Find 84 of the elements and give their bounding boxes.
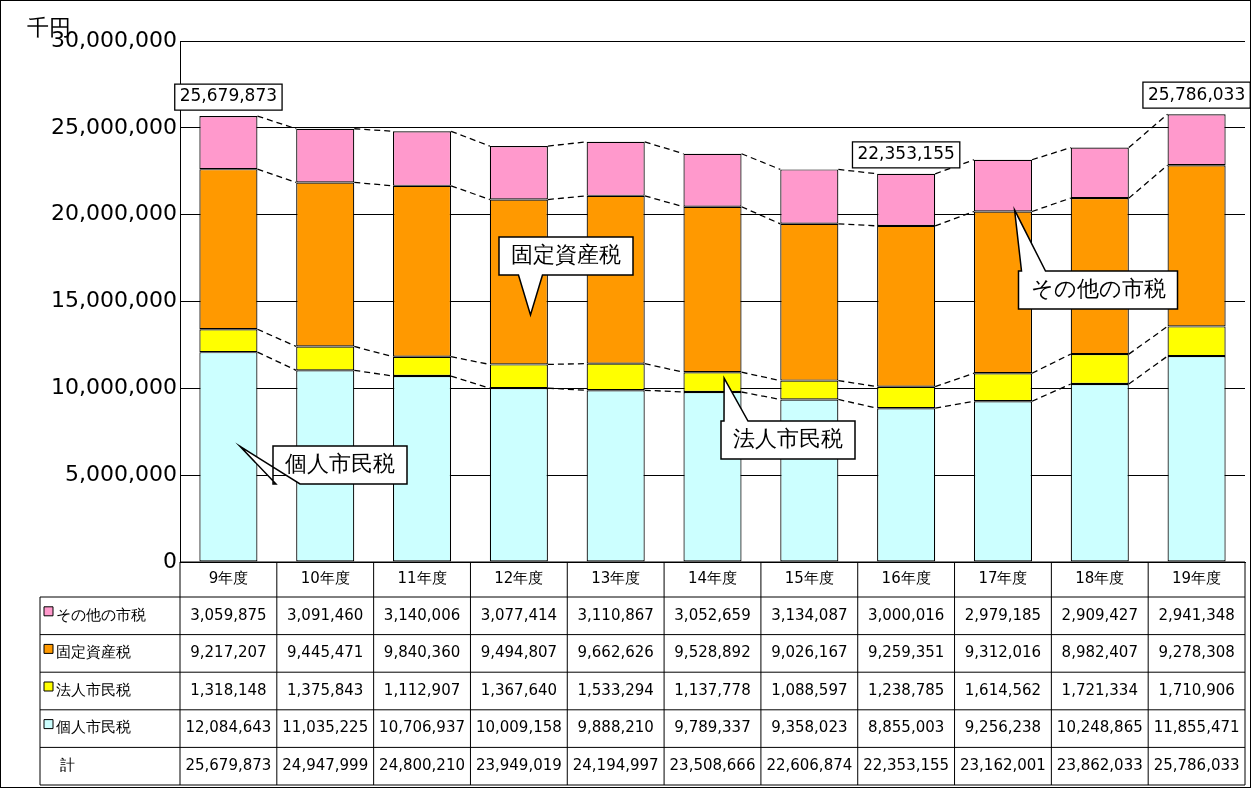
- y-tick-label: 10,000,000: [51, 374, 177, 400]
- data-label: 3,134,087: [771, 605, 848, 624]
- x-tick-label: 9年度: [208, 569, 249, 588]
- data-label: 9,358,023: [771, 718, 848, 737]
- data-label: 1,088,597: [771, 680, 848, 699]
- data-label: 1,367,640: [480, 680, 558, 699]
- data-label: 9,888,210: [577, 718, 654, 737]
- data-label: 1,721,334: [1061, 680, 1138, 699]
- x-tick-label: 18年度: [1075, 569, 1125, 588]
- legend-label: その他の市税: [56, 605, 146, 624]
- data-label: 9,026,167: [771, 643, 848, 662]
- data-label: 11,035,225: [282, 718, 369, 737]
- data-label: 2,979,185: [964, 605, 1042, 624]
- text: 23,508,666: [669, 756, 756, 775]
- legend-label: 個人市民税: [56, 718, 131, 737]
- data-label: 1,318,148: [190, 680, 267, 699]
- y-tick-label: 5,000,000: [65, 460, 177, 486]
- data-label: 3,110,867: [577, 605, 654, 624]
- y-tick-label: 25,000,000: [51, 113, 177, 139]
- data-label: 1,375,843: [287, 680, 364, 699]
- data-label: 9,662,626: [577, 643, 654, 662]
- data-label: 2,941,348: [1158, 605, 1235, 624]
- data-label: 11,855,471: [1153, 718, 1240, 737]
- data-label: 12,084,643: [185, 718, 272, 737]
- data-label: 8,982,407: [1061, 643, 1138, 662]
- text: 個人市民税: [285, 450, 395, 476]
- x-tick-label: 14年度: [687, 569, 738, 588]
- data-label: 9,259,351: [867, 643, 945, 662]
- annotation: 25,786,033: [1147, 83, 1246, 104]
- y-tick-label: 0: [163, 547, 177, 573]
- data-label: 10,248,865: [1056, 718, 1143, 737]
- annotation: 22,353,155: [857, 143, 955, 164]
- text: 25,679,873: [185, 756, 272, 775]
- x-tick-label: 15年度: [784, 569, 834, 588]
- x-tick-label: 17年度: [978, 569, 1028, 588]
- data-label: 3,052,659: [674, 605, 751, 624]
- data-label: 1,238,785: [867, 680, 945, 699]
- text: 固定資産税: [511, 241, 621, 267]
- text: 22,353,155: [863, 756, 950, 775]
- text: 24,800,210: [379, 756, 465, 775]
- data-label: 9,278,308: [1158, 643, 1235, 662]
- legend-label: 固定資産税: [56, 643, 131, 662]
- data-label: 8,855,003: [867, 718, 945, 737]
- data-label: 3,077,414: [480, 605, 558, 624]
- data-label: 3,091,460: [287, 605, 364, 624]
- data-label: 9,494,807: [480, 643, 558, 662]
- data-label: 3,140,006: [383, 605, 461, 624]
- data-label: 3,059,875: [190, 605, 267, 624]
- y-tick-label: 15,000,000: [51, 287, 177, 313]
- legend-label: 法人市民税: [56, 680, 131, 699]
- data-label: 9,840,360: [383, 643, 461, 662]
- data-label: 1,112,907: [383, 680, 461, 699]
- data-label: 2,909,427: [1061, 605, 1138, 624]
- text: その他の市税: [1030, 275, 1166, 301]
- text: 25,786,033: [1153, 756, 1240, 775]
- data-label: 10,009,158: [475, 718, 562, 737]
- data-label: 9,256,238: [964, 718, 1042, 737]
- data-label: 1,533,294: [577, 680, 654, 699]
- text: 23,949,019: [475, 756, 562, 775]
- data-label: 9,312,016: [964, 643, 1042, 662]
- y-tick-label: 20,000,000: [51, 200, 177, 226]
- x-tick-label: 16年度: [881, 569, 931, 588]
- text: 23,862,033: [1056, 756, 1143, 775]
- data-label: 9,528,892: [674, 643, 751, 662]
- x-tick-label: 13年度: [591, 569, 641, 588]
- annotation: 25,679,873: [179, 85, 278, 106]
- text: 22,606,874: [766, 756, 853, 775]
- data-label: 1,137,778: [674, 680, 751, 699]
- text: 24,947,999: [282, 756, 369, 775]
- data-label: 1,614,562: [964, 680, 1042, 699]
- text: 24,194,997: [572, 756, 659, 775]
- text: 計: [60, 756, 75, 775]
- x-tick-label: 19年度: [1172, 569, 1222, 588]
- x-tick-label: 11年度: [397, 569, 447, 588]
- data-label: 1,710,906: [1158, 680, 1235, 699]
- x-tick-label: 10年度: [300, 569, 350, 588]
- data-label: 10,706,937: [379, 718, 465, 737]
- data-label: 9,445,471: [287, 643, 364, 662]
- text: 23,162,001: [960, 756, 1046, 775]
- text: 法人市民税: [733, 425, 843, 451]
- data-label: 3,000,016: [867, 605, 945, 624]
- data-label: 9,217,207: [190, 643, 267, 662]
- data-label: 9,789,337: [674, 718, 751, 737]
- x-tick-label: 12年度: [494, 569, 544, 588]
